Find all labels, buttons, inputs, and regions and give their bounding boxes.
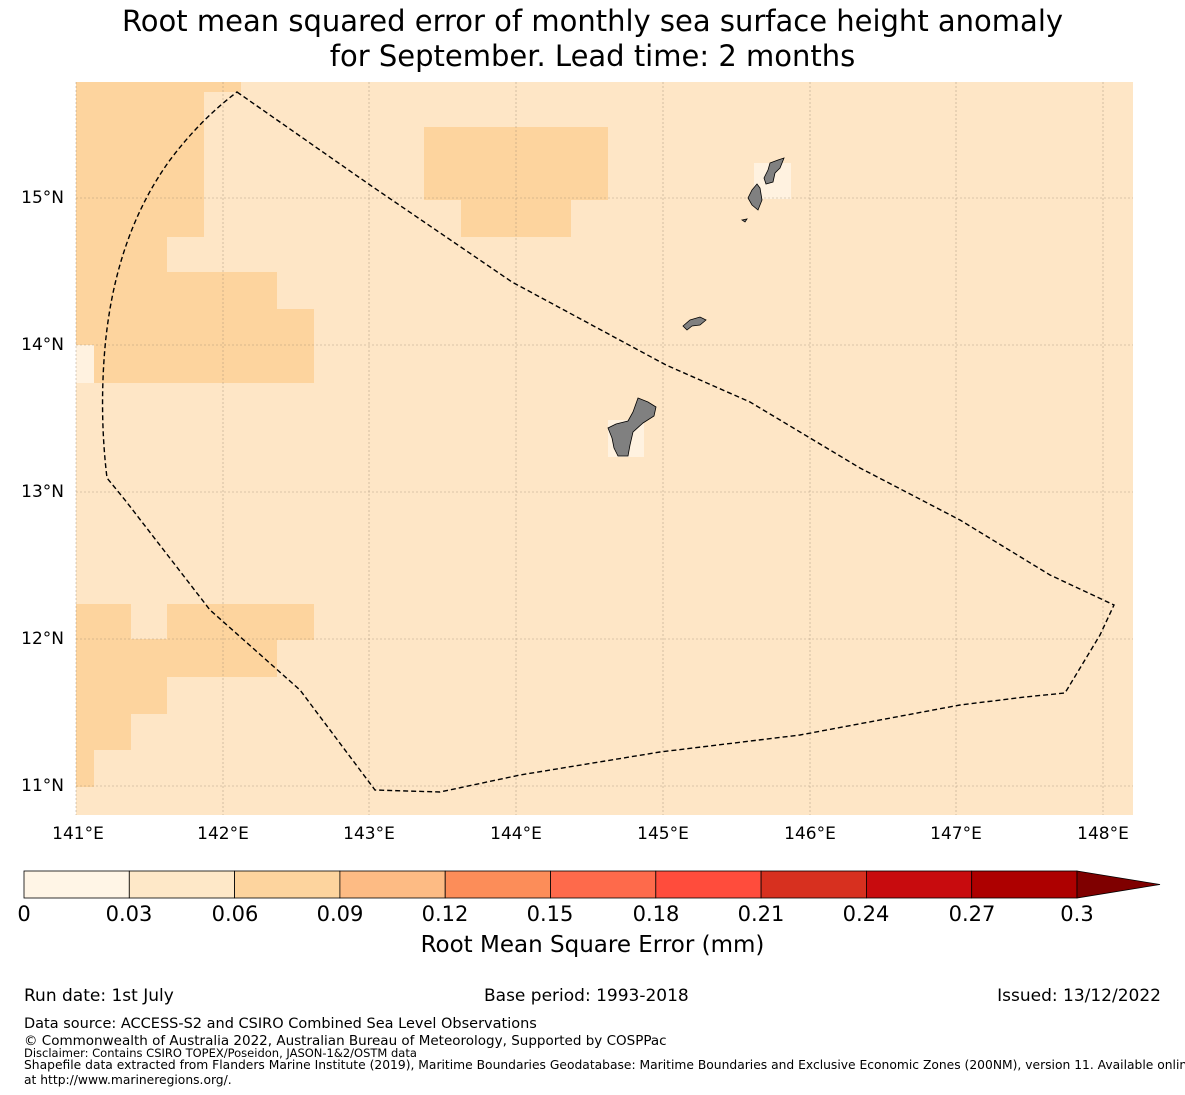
issued-date: Issued: 13/12/2022 xyxy=(997,986,1161,1006)
colorbar-segment xyxy=(655,870,762,899)
lon-tick-141: 141°E xyxy=(52,824,104,844)
title-line-2: for September. Lead time: 2 months xyxy=(329,39,856,73)
island-aguijan xyxy=(740,218,748,223)
colorbar-tick: 0.3 xyxy=(1060,902,1094,926)
colorbar-tick: 0.27 xyxy=(948,902,996,926)
colorbar-segment xyxy=(339,870,446,899)
error-cell xyxy=(76,604,131,640)
colorbar-tick: 0.12 xyxy=(421,902,469,926)
island-tinian xyxy=(747,183,763,211)
title-line-1: Root mean squared error of monthly sea s… xyxy=(121,4,1064,38)
error-cell xyxy=(76,345,94,383)
lon-tick-145: 145°E xyxy=(637,824,689,844)
lon-tick-148: 148°E xyxy=(1077,824,1129,844)
colorbar-tick: 0.06 xyxy=(211,902,259,926)
gridlines xyxy=(75,82,1133,815)
colorbar-segment xyxy=(234,870,341,899)
shapefile-note-line-1: Shapefile data extracted from Flanders M… xyxy=(24,1058,1185,1072)
lat-tick-11: 11°N xyxy=(21,776,64,796)
lat-tick-13: 13°N xyxy=(21,482,64,502)
colorbar xyxy=(23,870,1161,899)
island-rota xyxy=(682,316,707,331)
colorbar-tick: 0.03 xyxy=(105,902,153,926)
lat-tick-14: 14°N xyxy=(21,335,64,355)
error-cell xyxy=(167,604,314,640)
lon-tick-143: 143°E xyxy=(343,824,395,844)
ocean-background xyxy=(76,82,1133,815)
lon-tick-147: 147°E xyxy=(930,824,982,844)
colorbar-tick: 0 xyxy=(17,902,31,926)
island-saipan xyxy=(763,157,785,185)
colorbar-tick: 0.15 xyxy=(526,902,574,926)
error-cell xyxy=(76,713,131,750)
lon-tick-142: 142°E xyxy=(197,824,249,844)
colorbar-segment xyxy=(23,870,130,899)
colorbar-tick: 0.18 xyxy=(632,902,680,926)
lon-tick-144: 144°E xyxy=(490,824,542,844)
colorbar-segment xyxy=(866,870,973,899)
island-guam xyxy=(607,397,657,457)
error-cell xyxy=(76,90,204,237)
colorbar-segment xyxy=(760,870,867,899)
disclaimer: Disclaimer: Contains CSIRO TOPEX/Poseido… xyxy=(24,1046,417,1060)
shapefile-note-line-2: at http://www.marineregions.org/. xyxy=(24,1073,232,1087)
error-cell xyxy=(76,676,167,714)
error-cell xyxy=(94,345,314,383)
error-cell xyxy=(76,309,314,346)
lat-tick-12: 12°N xyxy=(21,629,64,649)
colorbar-label: Root Mean Square Error (mm) xyxy=(420,932,765,958)
islands xyxy=(607,157,785,457)
colorbar-segment xyxy=(128,870,236,899)
colorbar-extend-arrow xyxy=(1076,870,1161,899)
copyright: © Commonwealth of Australia 2022, Austra… xyxy=(24,1033,667,1049)
colorbar-tick: 0.24 xyxy=(842,902,890,926)
data-source: Data source: ACCESS-S2 and CSIRO Combine… xyxy=(24,1016,537,1032)
colorbar-tick: 0.21 xyxy=(737,902,785,926)
chart-title: Root mean squared error of monthly sea s… xyxy=(0,4,1185,74)
lat-tick-15: 15°N xyxy=(21,188,64,208)
error-cell xyxy=(76,236,167,273)
base-period: Base period: 1993-2018 xyxy=(484,986,689,1006)
error-cell xyxy=(76,82,241,92)
error-cell xyxy=(76,639,277,677)
colorbar-tick: 0.09 xyxy=(316,902,364,926)
lon-tick-146: 146°E xyxy=(784,824,836,844)
eez-boundary xyxy=(101,91,1115,793)
run-date: Run date: 1st July xyxy=(24,986,174,1006)
error-cell xyxy=(76,749,94,787)
colorbar-segment xyxy=(550,870,657,899)
colorbar-segment xyxy=(971,870,1078,899)
error-cell xyxy=(76,272,277,310)
map-panel xyxy=(75,82,1133,815)
colorbar-segment xyxy=(444,870,551,899)
